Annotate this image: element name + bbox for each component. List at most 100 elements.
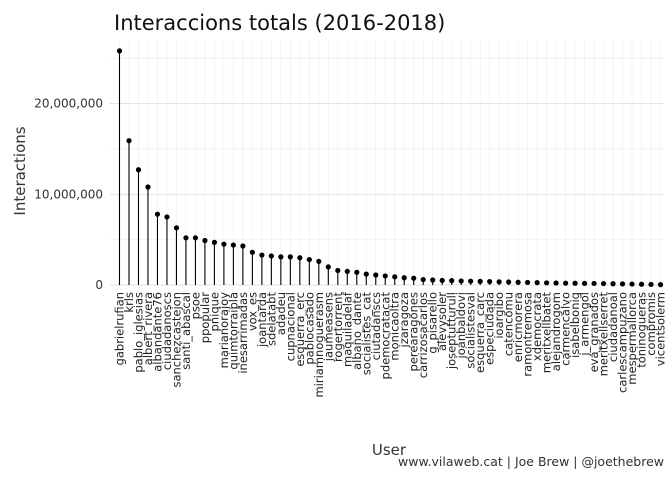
x-tick-label: esquerra_carc — [473, 292, 487, 373]
x-tick-label: esquerra_erc — [293, 292, 307, 367]
x-tick-label: santi_abascal — [179, 292, 193, 370]
x-tick-label: psoe — [188, 292, 202, 319]
x-tick-label: ioargibo — [492, 292, 506, 339]
x-tick-label: perearagones — [407, 292, 421, 371]
lollipop-point — [316, 258, 322, 265]
lollipop-point — [287, 254, 293, 260]
x-tick-label: krls — [122, 292, 136, 313]
lollipop-point — [562, 280, 569, 286]
lollipop-point — [344, 268, 350, 274]
lollipop-point — [468, 278, 474, 284]
x-tick-label: pablocasado — [302, 292, 316, 365]
lollipop-point — [591, 280, 597, 287]
x-tick-label: rogertorrent — [331, 292, 345, 363]
lollipop-point — [487, 278, 493, 285]
lollipop-point — [382, 273, 388, 279]
x-tick-label: especiudada — [483, 292, 497, 365]
x-tick-label: pnique — [207, 292, 221, 331]
lollipop-point — [354, 269, 360, 275]
lollipop-point — [392, 274, 398, 280]
chart-caption: www.vilaweb.cat | Joe Brew | @joethebrew — [398, 454, 664, 469]
lollipop-marks — [116, 48, 664, 288]
lollipop-point — [230, 242, 236, 248]
x-tick-label: alevysoler — [435, 292, 449, 351]
x-tick-label: meritxellbatet — [540, 292, 554, 374]
x-tick-label: compromis — [644, 292, 658, 356]
grid-lines — [110, 40, 664, 286]
y-tick-label: 20,000,000 — [34, 97, 103, 111]
x-tick-label: carlescampuzano — [616, 292, 630, 393]
lollipop-point — [553, 280, 559, 286]
lollipop-point — [506, 279, 512, 285]
x-tick-label: joanbaldovi — [454, 292, 468, 359]
lollipop-point — [240, 243, 246, 249]
lollipop-point — [610, 281, 616, 287]
lollipop-point — [249, 249, 255, 255]
lollipop-point — [135, 167, 142, 173]
x-tick-label: albandante76 — [150, 292, 164, 372]
lollipop-point — [126, 138, 132, 144]
x-tick-label: mespermallorca — [625, 292, 639, 385]
lollipop-point — [544, 280, 550, 286]
lollipop-point — [657, 282, 664, 288]
lollipop-point — [145, 184, 151, 190]
lollipop-point — [638, 281, 645, 287]
x-tick-label: catencomu — [502, 292, 516, 356]
lollipop-point — [411, 275, 417, 281]
lollipop-point — [572, 280, 578, 286]
x-tick-label: ciutadanscs — [369, 292, 383, 360]
lollipop-point — [525, 279, 531, 286]
x-tick-label: joantarda — [255, 292, 269, 348]
lollipop-point — [278, 254, 284, 260]
lollipop-point — [325, 264, 331, 270]
x-tick-label: marianorajoy — [217, 292, 231, 369]
lollipop-point — [420, 276, 426, 283]
x-tick-label: socialistes_cat — [359, 292, 373, 376]
lollipop-point — [363, 271, 369, 277]
y-axis-title: Interactions — [11, 126, 29, 215]
x-tick-label: pdemocratacat — [378, 292, 392, 380]
x-tick-label: cupnacional — [283, 292, 297, 361]
lollipop-point — [629, 281, 635, 287]
x-tick-label: enricmorera — [511, 292, 525, 362]
x-tick-label: j_armengol — [578, 292, 592, 357]
lollipop-point — [221, 241, 227, 247]
x-tick-label: albano_dante — [350, 292, 364, 370]
x-tick-label: isabelbonig — [568, 292, 582, 358]
x-tick-label: vicentsolerm — [654, 292, 668, 366]
x-tick-label: ciudadanoscs — [160, 292, 174, 370]
lollipop-point — [211, 239, 218, 245]
x-tick-label: joseptutturull — [445, 292, 459, 370]
lollipop-point — [268, 253, 274, 259]
lollipop-point — [116, 48, 123, 54]
x-tick-label: socialistesval — [464, 292, 478, 369]
x-tick-label: albert_rivera — [141, 292, 155, 365]
lollipop-point — [449, 278, 455, 284]
x-tick-label: eva_granados — [587, 292, 601, 372]
x-tick-label: pablo_iglesias — [131, 292, 145, 373]
x-tick-label: sanchezcastejon — [169, 292, 183, 388]
x-axis-title: User — [372, 441, 407, 459]
y-axis: 0 10,000,000 20,000,000 — [34, 97, 103, 292]
lollipop-point — [297, 255, 303, 261]
x-tick-label: ppopular — [198, 292, 212, 343]
x-tick-label: ramontremosa — [521, 292, 535, 377]
lollipop-point — [154, 211, 161, 217]
lollipop-point — [648, 281, 654, 288]
x-tick-label: g_pisarello — [426, 292, 440, 354]
lollipop-point — [183, 235, 189, 241]
lollipop-point — [164, 214, 170, 220]
lollipop-point — [534, 280, 540, 286]
x-tick-label: gabrielrufian — [113, 292, 127, 365]
lollipop-point — [202, 237, 208, 244]
x-tick-label: jaumeasens — [321, 292, 335, 362]
x-axis-labels: gabrielrufiankrlspablo_iglesiasalbert_ri… — [113, 291, 668, 397]
x-tick-label: jzaragoza — [397, 292, 411, 348]
chart-title: Interaccions totals (2016-2018) — [114, 11, 445, 35]
lollipop-point — [192, 235, 199, 241]
x-tick-label: maquiladelaf — [340, 291, 354, 367]
lollipop-point — [401, 275, 407, 281]
lollipop-point — [496, 279, 502, 285]
y-tick-label: 10,000,000 — [34, 187, 103, 201]
